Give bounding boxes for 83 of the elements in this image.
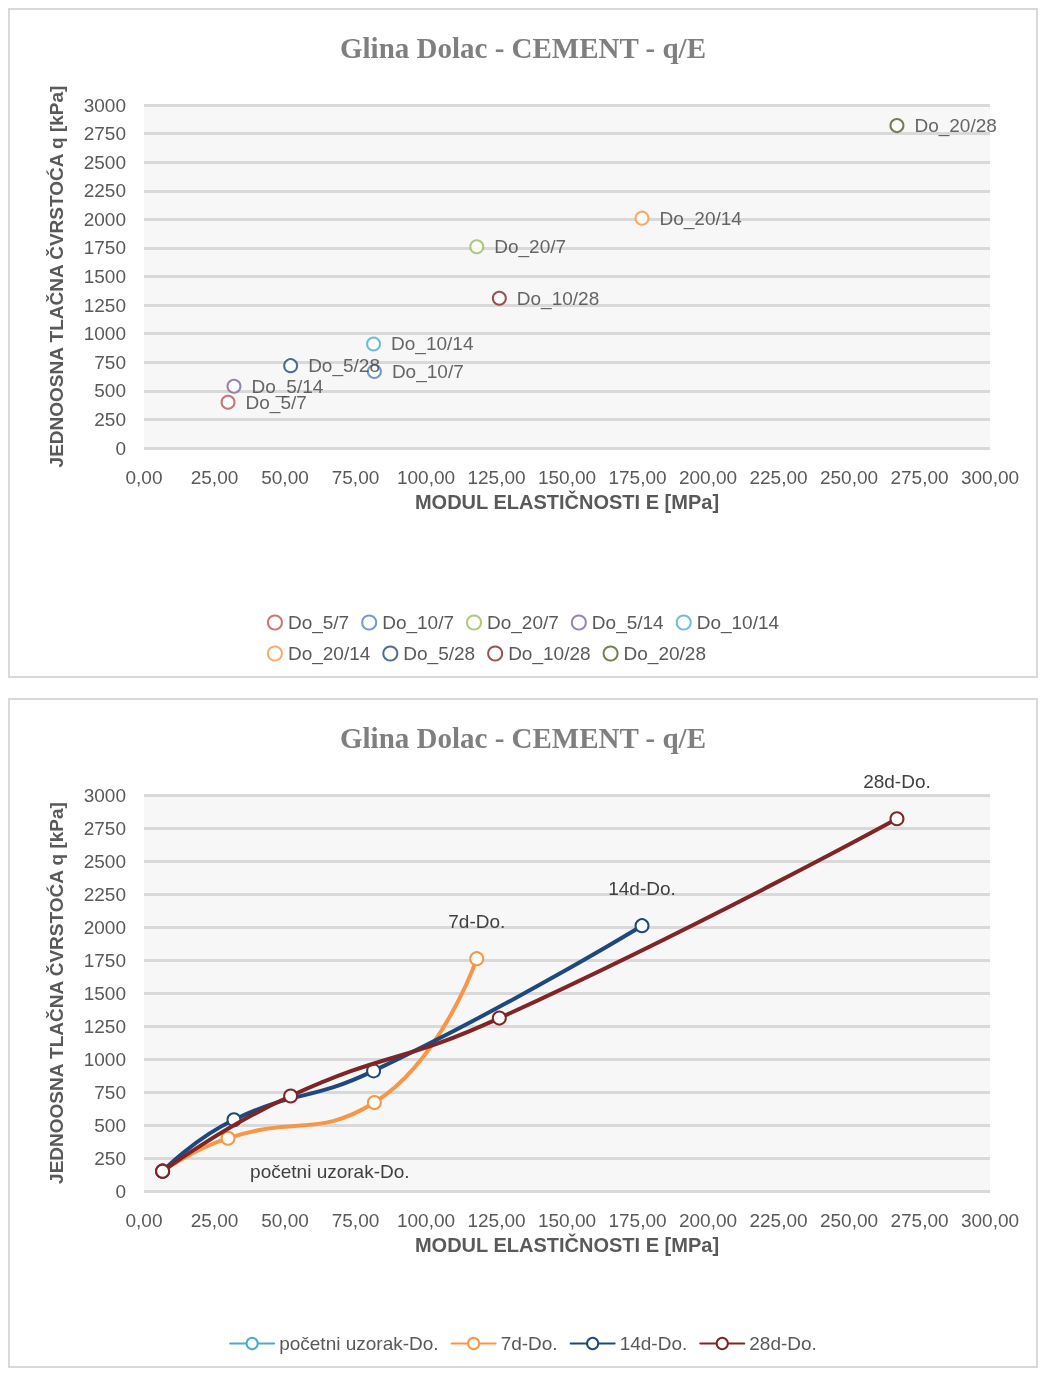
y-tick-label: 2000 bbox=[83, 916, 126, 938]
x-tick-label: 225,00 bbox=[749, 467, 808, 488]
x-tick-label: 125,00 bbox=[467, 1210, 526, 1231]
legend-label: Do_20/28 bbox=[623, 643, 706, 665]
x-tick-label: 300,00 bbox=[960, 467, 1020, 488]
chart-title: Glina Dolac - CEMENT - q/E bbox=[339, 31, 707, 64]
y-tick-label: 2250 bbox=[83, 883, 126, 905]
y-tick-label: 1750 bbox=[83, 237, 126, 259]
y-tick-label: 2750 bbox=[83, 123, 126, 145]
legend-label: 14d-Do. bbox=[619, 1333, 688, 1354]
x-tick-label: 0,00 bbox=[125, 1210, 163, 1231]
x-tick-label: 75,00 bbox=[331, 1210, 380, 1231]
y-tick-label: 750 bbox=[94, 1081, 126, 1103]
text: 14d-Do. bbox=[608, 878, 676, 900]
y-tick-label: 2500 bbox=[83, 151, 126, 173]
y-tick-label: 1000 bbox=[83, 323, 126, 345]
y-tick-label: 3000 bbox=[83, 784, 126, 806]
chart-title: Glina Dolac - CEMENT - q/E bbox=[339, 721, 707, 754]
y-tick-label: 750 bbox=[94, 351, 126, 373]
x-tick-label: 0,00 bbox=[125, 467, 163, 488]
text: Do_10/14 bbox=[391, 333, 474, 355]
text: 7d-Do. bbox=[448, 911, 506, 933]
x-axis-title: MODUL ELASTIČNOSTI E [MPa] bbox=[414, 1232, 720, 1256]
x-tick-label: 275,00 bbox=[890, 467, 949, 488]
y-tick-label: 0 bbox=[115, 437, 126, 459]
y-tick-label: 2000 bbox=[83, 208, 126, 230]
y-tick-label: 3000 bbox=[83, 94, 126, 116]
x-tick-label: 250,00 bbox=[819, 1210, 879, 1231]
text: početni uzorak-Do. bbox=[250, 1160, 410, 1182]
legend-label: Do_5/7 bbox=[287, 612, 350, 634]
y-tick-label: 0 bbox=[115, 1180, 126, 1202]
x-tick-label: 225,00 bbox=[749, 1210, 808, 1231]
legend-label: Do_5/14 bbox=[591, 612, 665, 634]
x-tick-label: 100,00 bbox=[396, 467, 456, 488]
x-tick-label: 300,00 bbox=[960, 1210, 1020, 1231]
y-tick-label: 250 bbox=[94, 1147, 126, 1169]
x-tick-label: 175,00 bbox=[608, 467, 667, 488]
text: Do_5/14 bbox=[251, 375, 324, 397]
y-axis-title: JEDNOOSNA TLAČNA ČVRSTOĆA q [kPa] bbox=[46, 85, 67, 468]
y-tick-label: 1500 bbox=[83, 266, 126, 287]
x-tick-label: 250,00 bbox=[819, 467, 879, 488]
x-tick-label: 25,00 bbox=[190, 1210, 239, 1231]
y-tick-label: 500 bbox=[94, 380, 126, 402]
text: Do_5/28 bbox=[308, 355, 380, 377]
text: 28d-Do. bbox=[863, 771, 931, 793]
x-axis-title: MODUL ELASTIČNOSTI E [MPa] bbox=[414, 489, 720, 513]
legend-label: Do_10/7 bbox=[382, 612, 455, 634]
text: Do_10/7 bbox=[391, 360, 464, 382]
y-tick-label: 1000 bbox=[83, 1048, 126, 1070]
y-tick-label: 2500 bbox=[83, 850, 126, 872]
text: Do_10/28 bbox=[516, 287, 600, 309]
x-tick-label: 100,00 bbox=[396, 1210, 456, 1231]
x-tick-label: 50,00 bbox=[261, 467, 309, 488]
x-tick-label: 175,00 bbox=[608, 1210, 667, 1231]
y-tick-label: 1250 bbox=[83, 294, 126, 316]
text: Do_20/14 bbox=[659, 207, 742, 229]
x-tick-label: 75,00 bbox=[331, 467, 380, 488]
y-tick-label: 500 bbox=[94, 1114, 126, 1136]
x-tick-label: 125,00 bbox=[467, 467, 526, 488]
x-tick-label: 50,00 bbox=[261, 1210, 309, 1231]
y-tick-label: 2750 bbox=[83, 817, 126, 839]
x-tick-label: 200,00 bbox=[678, 467, 738, 488]
x-tick-label: 25,00 bbox=[190, 467, 239, 488]
y-tick-label: 1500 bbox=[83, 982, 126, 1004]
y-axis-title: JEDNOOSNA TLAČNA ČVRSTOĆA q [kPa] bbox=[46, 802, 67, 1184]
x-tick-label: 150,00 bbox=[537, 467, 597, 488]
legend-label: Do_20/7 bbox=[487, 612, 559, 634]
legend-label: Do_20/14 bbox=[287, 643, 371, 665]
text: Do_20/7 bbox=[494, 236, 567, 258]
x-tick-label: 150,00 bbox=[537, 1210, 597, 1231]
y-tick-label: 2250 bbox=[83, 180, 126, 202]
legend-label: 28d-Do. bbox=[749, 1333, 817, 1354]
y-tick-label: 1750 bbox=[83, 949, 126, 971]
y-tick-label: 1250 bbox=[83, 1015, 126, 1037]
text: Do_20/28 bbox=[914, 115, 997, 137]
legend-label: Do_5/28 bbox=[403, 643, 476, 665]
y-tick-label: 250 bbox=[94, 408, 126, 430]
x-tick-label: 200,00 bbox=[678, 1210, 738, 1231]
x-tick-label: 275,00 bbox=[890, 1210, 949, 1231]
legend-label: Do_10/28 bbox=[508, 643, 591, 665]
legend-label: početni uzorak-Do. bbox=[279, 1333, 439, 1354]
legend-label: 7d-Do. bbox=[500, 1333, 558, 1354]
legend-label: Do_10/14 bbox=[696, 612, 780, 634]
